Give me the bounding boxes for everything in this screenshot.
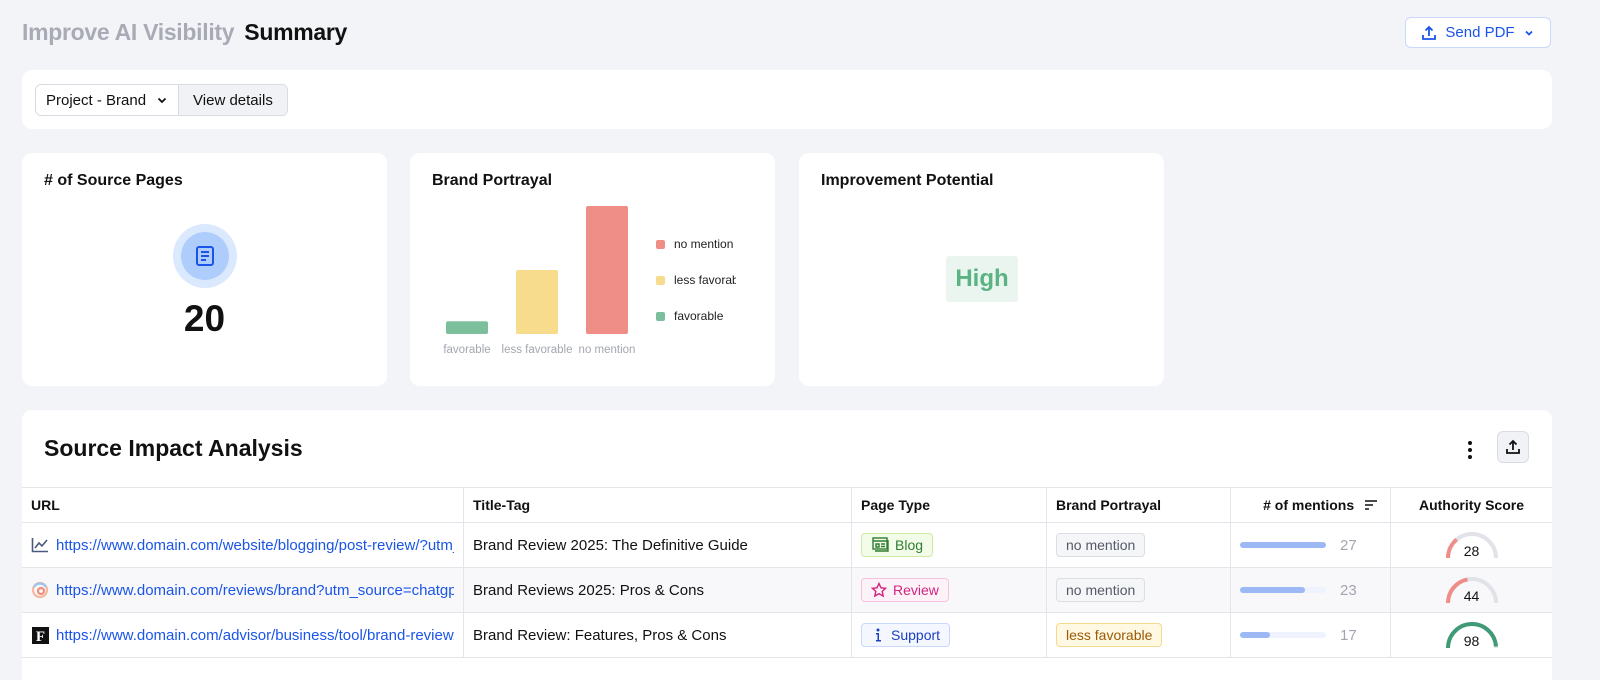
brand-portrayal-chart (446, 206, 628, 334)
legend-item[interactable]: no mention (656, 237, 736, 251)
x-tick-label: favorable (443, 344, 491, 356)
ring-logo-icon (31, 581, 49, 599)
project-select[interactable]: Project - Brand (36, 85, 178, 115)
title-tag: Brand Review: Features, Pros & Cons (463, 612, 852, 658)
column-header-title-tag[interactable]: Title-Tag (463, 487, 852, 523)
column-header-authority-score[interactable]: Authority Score (1390, 487, 1552, 523)
legend-item[interactable]: less favorable (656, 273, 736, 287)
chevron-down-icon (1524, 30, 1533, 36)
x-tick-label: less favorable (501, 344, 573, 356)
legend-item[interactable]: favorable (656, 309, 736, 323)
bar-less-favorable[interactable] (516, 270, 558, 334)
column-header-mentions[interactable]: # of mentions (1230, 487, 1391, 523)
portrayal-badge: less favorable (1056, 623, 1163, 647)
bar-favorable[interactable] (446, 321, 488, 334)
source-table: URL Title-Tag Page Type Brand Portrayal … (22, 487, 1552, 658)
star-icon (871, 582, 887, 598)
bar-no-mention[interactable] (586, 206, 628, 334)
document-icon (173, 224, 237, 288)
authority-gauge: 28 (1445, 530, 1498, 560)
table-row[interactable]: https://www.domain.com/website/blogging/… (22, 522, 1552, 568)
mentions-count: 23 (1340, 581, 1357, 599)
page-type-badge: Support (861, 623, 951, 647)
page-type-badge: Blog (861, 533, 934, 557)
mentions-bar (1240, 542, 1326, 548)
brand-portrayal-card: Brand Portrayal favorable less favorable… (410, 153, 775, 386)
url-link[interactable]: https://www.domain.com/website/blogging/… (56, 536, 454, 554)
portrayal-badge: no mention (1056, 578, 1146, 602)
export-button[interactable] (1497, 431, 1529, 463)
breadcrumb[interactable]: Improve AI Visibility (22, 19, 235, 45)
letter-f-logo-icon: F (31, 626, 49, 644)
sort-icon[interactable] (1364, 499, 1378, 511)
upload-icon (1422, 25, 1437, 40)
title-tag: Brand Review 2025: The Definitive Guide (463, 522, 852, 568)
source-pages-card: # of Source Pages 20 (22, 153, 387, 386)
improvement-badge: High (946, 256, 1018, 302)
blog-icon (871, 537, 889, 553)
x-tick-label: no mention (578, 344, 636, 356)
project-select-value: Project - Brand (46, 91, 147, 109)
filter-bar: Project - Brand View details (22, 70, 1552, 129)
url-link[interactable]: https://www.domain.com/advisor/business/… (56, 626, 454, 644)
svg-text:F: F (35, 629, 44, 644)
source-pages-count: 20 (183, 298, 226, 339)
mentions-bar (1240, 632, 1326, 638)
card-title: Improvement Potential (821, 172, 994, 189)
info-icon (871, 627, 885, 643)
column-header-brand-portrayal[interactable]: Brand Portrayal (1046, 487, 1231, 523)
section-title: Source Impact Analysis (44, 435, 303, 461)
more-options-icon[interactable] (1460, 438, 1480, 462)
card-title: # of Source Pages (44, 172, 183, 189)
column-header-page-type[interactable]: Page Type (851, 487, 1047, 523)
chart-line-icon (31, 536, 49, 554)
title-text: Summary (244, 19, 348, 45)
improvement-potential-card: Improvement Potential High (799, 153, 1164, 386)
authority-gauge: 98 (1445, 620, 1498, 650)
card-title: Brand Portrayal (432, 172, 553, 189)
upload-icon (1506, 439, 1520, 454)
view-details-button[interactable]: View details (178, 85, 287, 115)
url-link[interactable]: https://www.domain.com/reviews/brand?utm… (56, 581, 454, 599)
column-header-url[interactable]: URL (22, 487, 464, 523)
send-pdf-label: Send PDF (1445, 24, 1515, 41)
send-pdf-button[interactable]: Send PDF (1405, 17, 1551, 48)
mentions-count: 27 (1340, 536, 1357, 554)
mentions-count: 17 (1340, 626, 1357, 644)
authority-gauge: 44 (1445, 575, 1498, 605)
title-tag: Brand Reviews 2025: Pros & Cons (463, 567, 852, 613)
chevron-down-icon (157, 97, 167, 104)
page-type-badge: Review (861, 578, 949, 602)
mentions-bar (1240, 587, 1326, 593)
page-title: Improve AI Visibility Summary (22, 19, 347, 46)
table-row[interactable]: https://www.domain.com/reviews/brand?utm… (22, 567, 1552, 613)
source-impact-analysis: Source Impact Analysis URL Title-Tag Pag… (22, 410, 1552, 680)
portrayal-badge: no mention (1056, 533, 1146, 557)
